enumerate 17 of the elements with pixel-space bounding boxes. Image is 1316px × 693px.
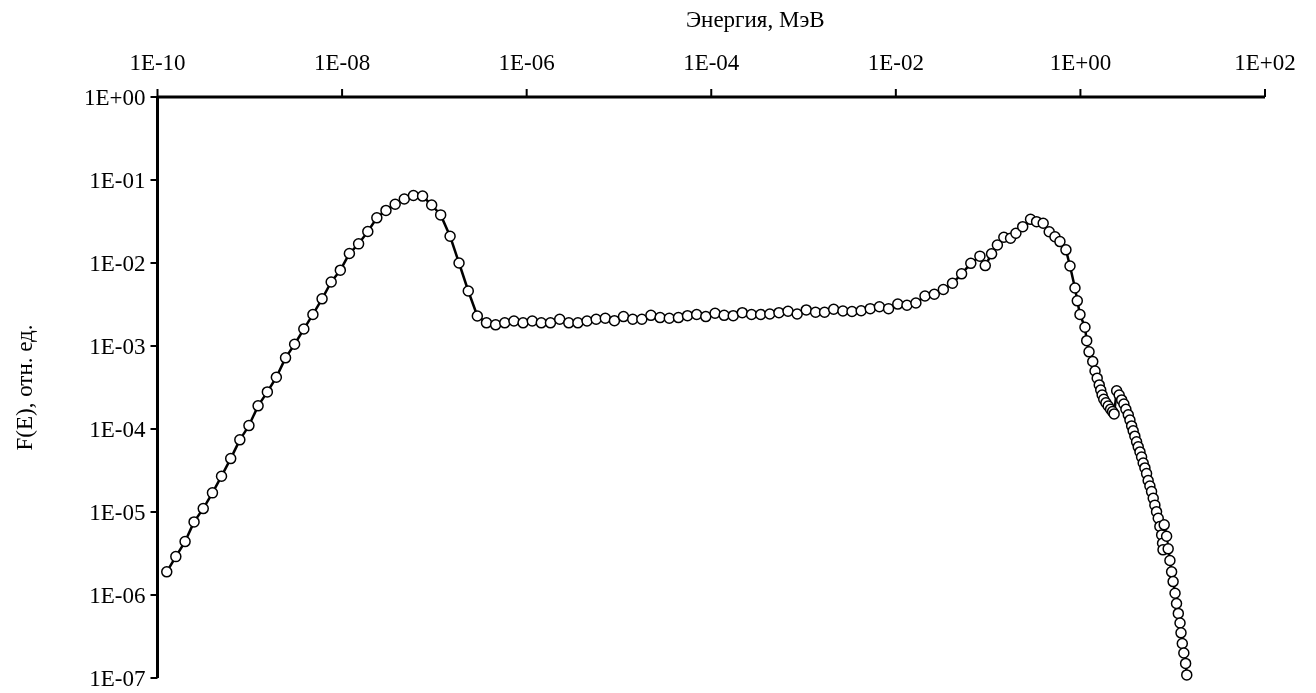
x-tick-label: 1E-04 (683, 50, 740, 75)
y-tick-label: 1E-04 (89, 417, 146, 443)
x-tick-label: 1E-06 (498, 50, 555, 75)
y-axis-title: F(E), отн. ед. (12, 324, 37, 451)
x-tick-label: 1E-10 (129, 50, 186, 75)
y-tick-label: 1E-07 (89, 666, 146, 692)
y-tick-label: 1E-02 (89, 251, 146, 277)
y-tick-label: 1E-01 (89, 168, 146, 194)
y-tick-label: 1E-03 (89, 334, 146, 360)
y-tick-label: 1E-05 (89, 500, 146, 526)
y-tick-label: 1E+00 (83, 85, 146, 111)
x-tick-label: 1E+02 (1234, 50, 1296, 75)
x-tick-label: 1E-02 (867, 50, 924, 75)
x-tick-label: 1E+00 (1049, 50, 1112, 75)
x-tick-label: 1E-08 (313, 50, 371, 75)
y-tick-label: 1E-06 (89, 583, 146, 609)
x-axis-title: Энергия, МэВ (685, 7, 825, 32)
